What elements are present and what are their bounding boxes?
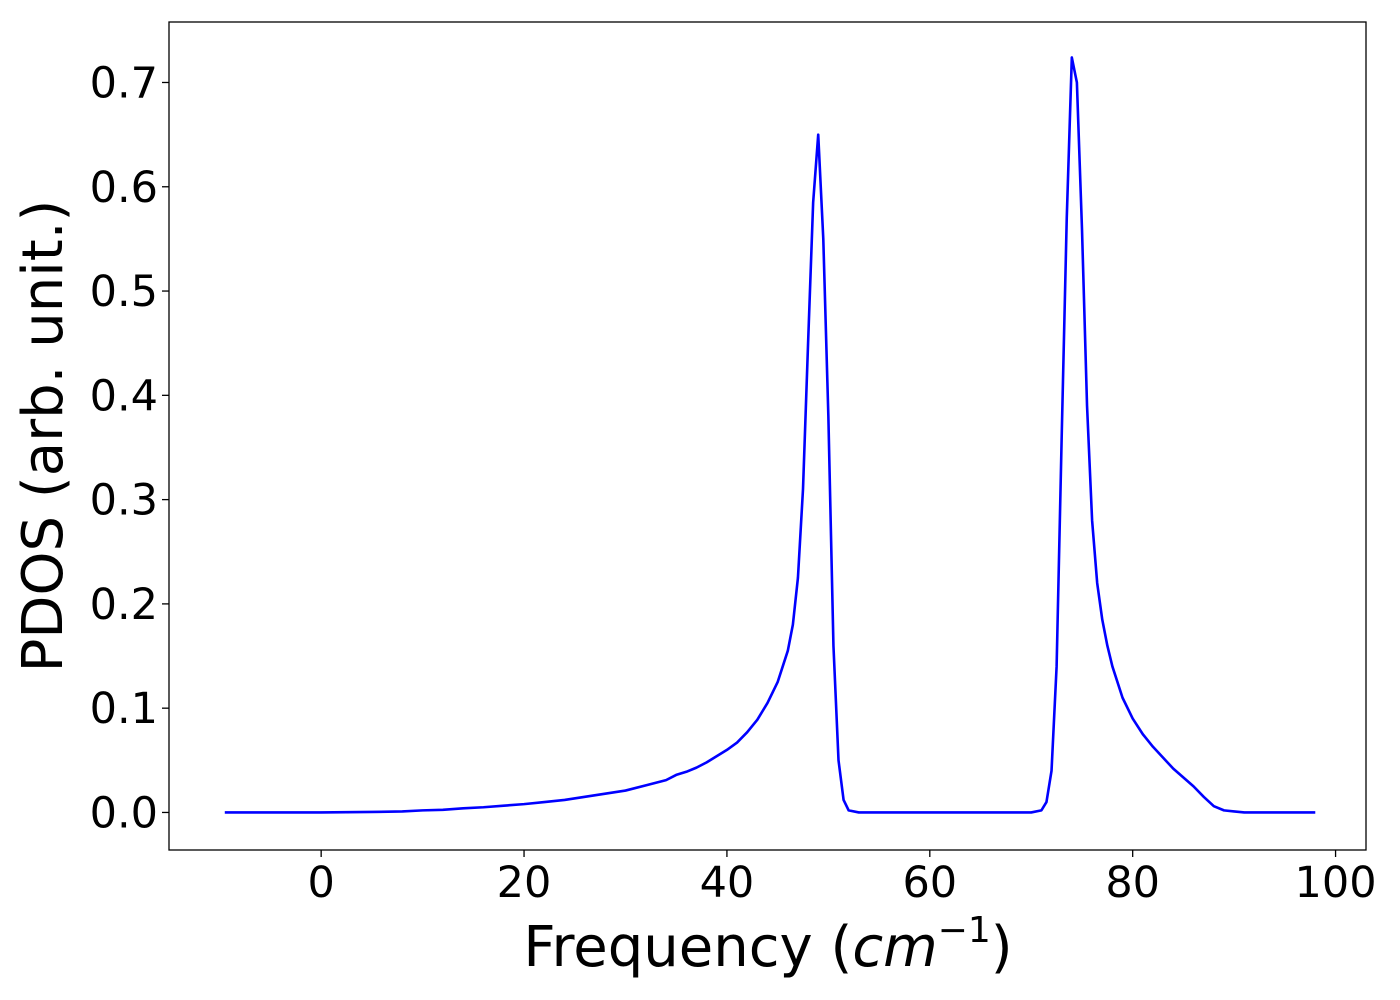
y-tick-label: 0.5: [90, 267, 158, 317]
x-tick-label: 60: [902, 858, 957, 908]
x-axis-label: Frequency (cm−1): [523, 910, 1012, 980]
plot-frame: [168, 21, 1367, 851]
y-tick-label: 0.2: [90, 580, 158, 630]
x-tick-label: 20: [497, 858, 552, 908]
x-axis-label-unit-base: cm: [852, 915, 937, 980]
y-axis-label: PDOS (arb. unit.): [11, 200, 76, 673]
x-axis-label-unit-exponent: −1: [938, 910, 991, 951]
y-tick-label: 0.1: [90, 684, 158, 734]
pdos-series-line: [224, 56, 1316, 814]
x-tick-label: 40: [700, 858, 755, 908]
y-tick-label: 0.4: [90, 371, 158, 421]
y-tick-label: 0.0: [90, 788, 158, 838]
y-tick-label: 0.3: [90, 476, 158, 526]
x-axis-ticks: 0 20 40 60 80 100: [307, 850, 1377, 908]
x-tick-label: 0: [307, 858, 334, 908]
y-axis-ticks: 0.0 0.1 0.2 0.3 0.4 0.5 0.6 0.7: [90, 58, 169, 838]
y-tick-label: 0.6: [90, 163, 158, 213]
x-axis-label-close: ): [991, 915, 1013, 980]
y-tick-label: 0.7: [90, 58, 158, 108]
x-tick-label: 100: [1295, 858, 1377, 908]
x-tick-label: 80: [1105, 858, 1160, 908]
x-axis-label-text: Frequency (: [523, 915, 852, 980]
